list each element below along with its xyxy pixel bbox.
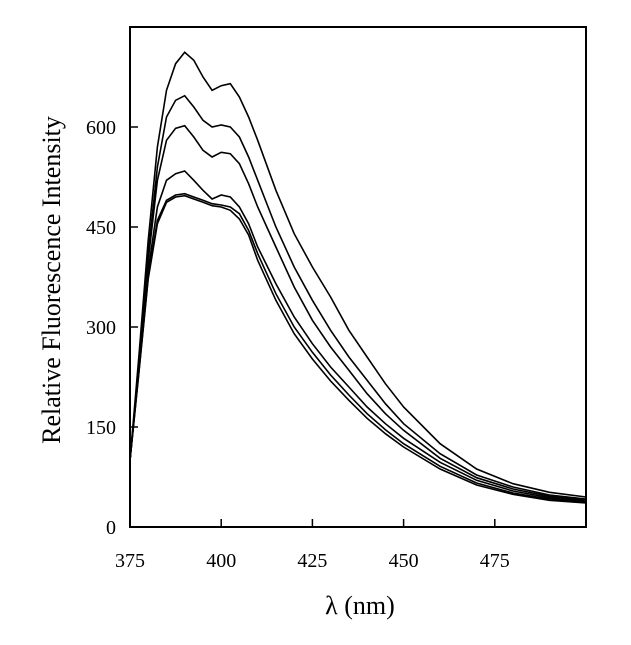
series-line-5 xyxy=(129,192,587,504)
y-axis: 0 150 300 450 600 xyxy=(86,117,138,539)
y-tick-label: 300 xyxy=(86,317,116,339)
series-line-1 xyxy=(129,51,587,498)
y-axis-label: Relative Fluorescence Intensity xyxy=(37,116,66,444)
y-tick-label: 0 xyxy=(106,517,116,539)
series-line-2 xyxy=(129,94,587,500)
y-tick-label: 450 xyxy=(86,217,116,239)
y-tick-label: 600 xyxy=(86,117,116,139)
x-tick-label: 475 xyxy=(480,550,510,572)
series-line-3 xyxy=(129,124,587,502)
x-axis: 375 400 425 450 475 xyxy=(115,519,510,572)
series-layer xyxy=(129,51,587,504)
series-line-6 xyxy=(129,194,587,504)
x-tick-label: 375 xyxy=(115,550,145,572)
x-tick-label: 400 xyxy=(206,550,236,572)
x-tick-label: 450 xyxy=(389,550,419,572)
x-tick-label: 425 xyxy=(297,550,327,572)
y-tick-label: 150 xyxy=(86,417,116,439)
plot-frame xyxy=(129,26,587,528)
x-axis-label: λ (nm) xyxy=(325,591,395,620)
series-line-4 xyxy=(129,170,587,503)
